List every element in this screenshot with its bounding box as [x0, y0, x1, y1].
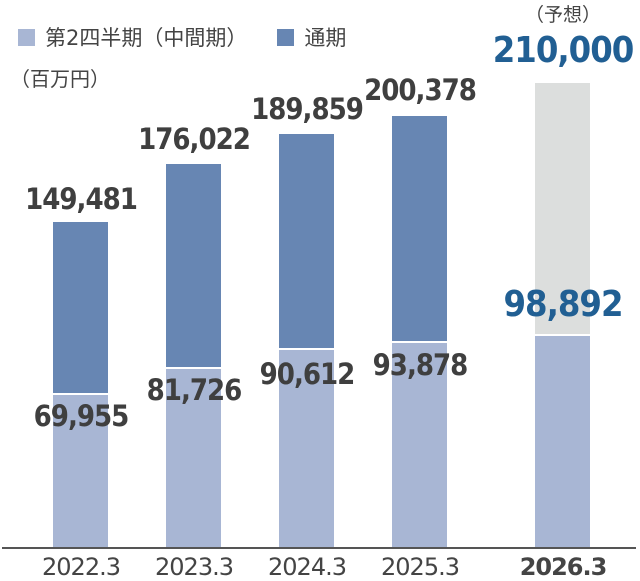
- bar-q2-segment: [166, 369, 221, 547]
- bar-q2-segment: [279, 350, 334, 547]
- fy-value-2023: 176,022: [138, 122, 251, 156]
- bar-fy-segment: [166, 164, 221, 367]
- bar-fy-segment: [53, 222, 108, 393]
- legend-item-fy: 通期: [277, 22, 346, 52]
- x-label-2022: 2022.3: [42, 553, 121, 581]
- bar-fy-segment: [279, 134, 334, 348]
- legend-swatch-q2: [18, 28, 35, 46]
- x-label-2026: 2026.3: [519, 553, 608, 581]
- unit-label: （百万円）: [10, 67, 110, 91]
- bar-q2-segment: [392, 343, 447, 547]
- x-label-2024: 2024.3: [268, 553, 347, 581]
- x-label-2023: 2023.3: [155, 553, 234, 581]
- fy-value-2026-forecast: 210,000: [492, 30, 635, 71]
- q2-value-2022: 69,955: [33, 399, 130, 433]
- legend-label-fy: 通期: [304, 26, 347, 50]
- legend-item-q2: 第2四半期（中間期）: [18, 22, 247, 52]
- forecast-label: （予想）: [524, 4, 601, 26]
- fy-value-2024: 189,859: [251, 92, 364, 126]
- bar-2023: [166, 164, 221, 547]
- bar-2024: [279, 134, 334, 547]
- bar-2026-forecast: [535, 83, 590, 547]
- bar-fy-segment: [392, 116, 447, 341]
- legend: 第2四半期（中間期） 通期: [18, 22, 376, 52]
- fy-value-2022: 149,481: [25, 182, 138, 216]
- q2-value-2025: 93,878: [372, 348, 469, 382]
- x-label-2025: 2025.3: [381, 553, 460, 581]
- x-axis-line: [2, 547, 636, 549]
- q2-value-2026: 98,892: [503, 284, 624, 325]
- bar-fy-forecast-segment: [535, 83, 590, 334]
- bar-2025: [392, 116, 447, 547]
- bar-q2-segment: [535, 336, 590, 547]
- bar-q2-segment: [53, 395, 108, 547]
- bar-2022: [53, 222, 108, 547]
- legend-label-q2: 第2四半期（中間期）: [45, 26, 248, 50]
- q2-value-2023: 81,726: [146, 373, 243, 407]
- legend-swatch-fy: [277, 28, 295, 46]
- fy-value-2025: 200,378: [364, 73, 477, 107]
- q2-value-2024: 90,612: [259, 357, 356, 391]
